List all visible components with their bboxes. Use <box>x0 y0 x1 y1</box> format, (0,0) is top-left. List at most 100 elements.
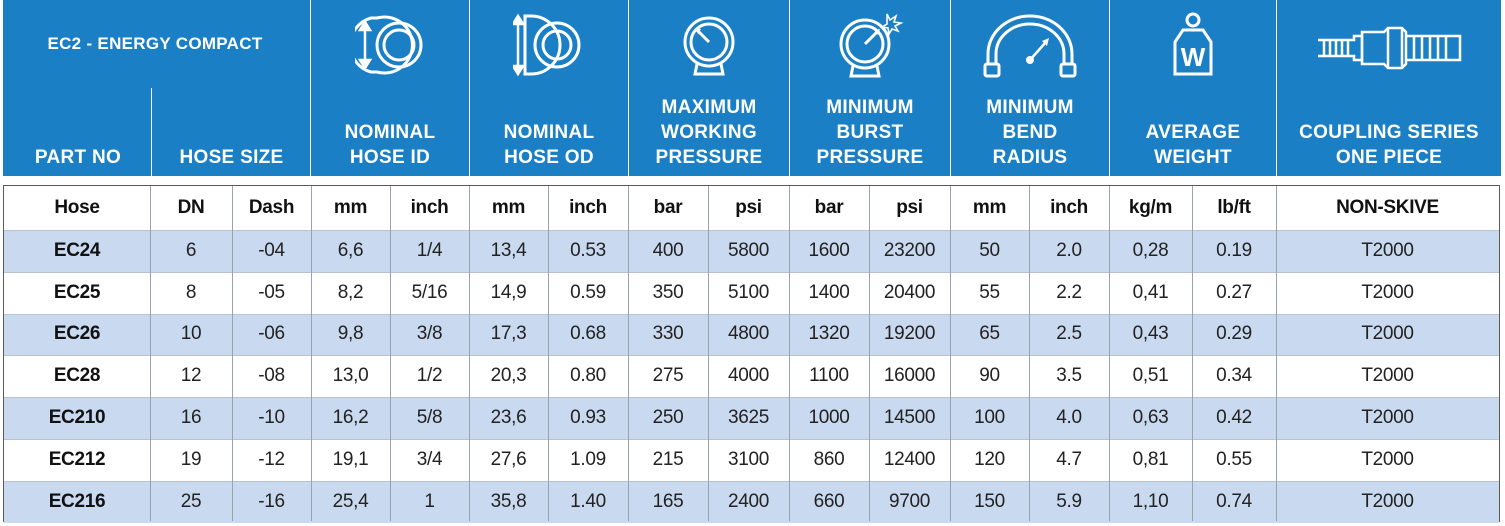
cell-bp-psi: 9700 <box>888 490 931 512</box>
cell-wp-bar: 250 <box>652 407 684 429</box>
cell-wp-bar: 275 <box>652 365 684 387</box>
cell-bp-bar: 1100 <box>809 365 849 387</box>
cell-aw-kgm: 0,63 <box>1132 407 1169 429</box>
cell-dash: -16 <box>258 490 285 512</box>
cell-coupling: T2000 <box>1361 239 1414 261</box>
cell-id-mm: 16,2 <box>332 407 369 429</box>
weight-icon: W <box>1173 12 1213 76</box>
column-divider <box>390 186 391 521</box>
cell-od-inch: 0.80 <box>570 365 606 387</box>
cell-od-inch: 0.53 <box>570 239 606 261</box>
column-divider <box>789 186 790 521</box>
cell-bp-psi: 23200 <box>883 239 936 261</box>
column-divider <box>548 186 549 521</box>
cell-hose: EC25 <box>53 281 101 303</box>
cell-wp-bar: 215 <box>652 448 684 470</box>
cell-od-mm: 17,3 <box>490 323 527 345</box>
unit-bp-psi: psi <box>896 197 923 218</box>
cell-wp-bar: 165 <box>652 490 684 512</box>
column-divider <box>869 186 870 521</box>
cell-bp-psi: 20400 <box>883 281 936 303</box>
cell-br-mm: 100 <box>974 407 1005 429</box>
cell-od-mm: 35,8 <box>490 490 527 512</box>
unit-id-inch: inch <box>410 197 449 218</box>
hose-inner-diameter-icon <box>355 15 423 75</box>
row-divider <box>4 230 1499 231</box>
unit-aw-lbft: lb/ft <box>1217 197 1251 218</box>
cell-wp-psi: 2400 <box>727 490 770 512</box>
cell-od-mm: 20,3 <box>490 365 527 387</box>
cell-id-inch: 1/2 <box>416 365 443 387</box>
header-hose-id: NOMINAL HOSE ID <box>311 0 469 176</box>
col-header-hose-od: NOMINAL HOSE OD <box>503 122 595 168</box>
svg-text:W: W <box>1181 42 1206 72</box>
cell-bp-bar: 1320 <box>808 323 850 345</box>
cell-id-mm: 6,6 <box>337 239 364 261</box>
cell-br-inch: 4.0 <box>1056 407 1082 429</box>
cell-br-mm: 55 <box>979 281 1000 303</box>
cell-dn: 12 <box>180 365 202 387</box>
column-divider <box>469 186 470 521</box>
cell-wp-psi: 3100 <box>727 448 770 470</box>
cell-dash: -12 <box>258 448 285 470</box>
cell-od-mm: 14,9 <box>490 281 527 303</box>
cell-id-mm: 9,8 <box>337 323 364 345</box>
cell-aw-kgm: 0,41 <box>1132 281 1169 303</box>
cell-id-mm: 8,2 <box>337 281 364 303</box>
table-row: EC25 8 -05 8,2 5/16 14,9 0.59 350 5100 1400 20400 5… <box>4 271 1499 314</box>
row-divider <box>4 313 1499 315</box>
cell-dash: -08 <box>258 365 285 387</box>
cell-id-mm: 25,4 <box>332 490 369 512</box>
header-bend-radius: MINIMUM BEND RADIUS <box>951 0 1109 176</box>
cell-id-inch: 3/4 <box>416 448 443 470</box>
cell-id-inch: 5/16 <box>411 281 448 303</box>
cell-coupling: T2000 <box>1361 323 1414 345</box>
cell-wp-bar: 400 <box>652 239 684 261</box>
unit-dn: DN <box>177 197 205 218</box>
cell-aw-lbft: 0.29 <box>1216 323 1252 345</box>
row-divider <box>4 439 1499 440</box>
unit-br-inch: inch <box>1050 197 1088 218</box>
cell-bp-bar: 1400 <box>808 281 850 303</box>
cell-coupling: T2000 <box>1361 281 1414 303</box>
cell-bp-bar: 1600 <box>808 239 850 261</box>
cell-br-inch: 2.5 <box>1056 323 1082 345</box>
col-header-hose-size: HOSE SIZE <box>179 147 284 168</box>
unit-bp-bar: bar <box>814 197 844 218</box>
burst-gauge-icon <box>839 13 904 78</box>
cell-od-mm: 23,6 <box>490 407 527 429</box>
cell-od-mm: 13,4 <box>490 239 527 261</box>
cell-br-inch: 3.5 <box>1056 365 1082 387</box>
col-header-part-no: PART NO <box>34 147 122 168</box>
cell-br-mm: 65 <box>979 323 1000 345</box>
cell-id-inch: 5/8 <box>416 407 443 429</box>
cell-dn: 8 <box>185 281 197 303</box>
unit-coupling: NON-SKIVE <box>1336 197 1439 218</box>
column-divider <box>1276 186 1277 521</box>
cell-od-inch: 0.93 <box>570 407 606 429</box>
cell-aw-lbft: 0.55 <box>1216 448 1252 470</box>
col-header-burst-pressure: MINIMUM BURST PRESSURE <box>816 97 924 168</box>
row-divider <box>4 397 1499 399</box>
cell-wp-bar: 350 <box>652 281 684 303</box>
cell-bp-psi: 12400 <box>883 448 936 470</box>
header-working-pressure: MAXIMUM WORKING PRESSURE <box>629 0 789 176</box>
unit-br-mm: mm <box>972 197 1007 218</box>
cell-id-inch: 3/8 <box>416 323 443 345</box>
cell-id-inch: 1 <box>424 490 435 512</box>
column-divider <box>708 186 709 521</box>
cell-bp-psi: 19200 <box>883 323 936 345</box>
header-hose-od: NOMINAL HOSE OD <box>470 0 628 176</box>
cell-bp-psi: 14500 <box>883 407 936 429</box>
hose-outer-diameter-icon <box>513 13 581 77</box>
cell-aw-kgm: 0,51 <box>1132 365 1169 387</box>
cell-br-inch: 5.9 <box>1056 490 1082 512</box>
table-row: EC26 10 -06 9,8 3/8 17,3 0.68 330 4800 1320 19200 6… <box>4 313 1499 356</box>
pressure-gauge-icon <box>683 16 735 76</box>
cell-dash: -06 <box>258 323 285 345</box>
col-header-coupling-series: COUPLING SERIES ONE PIECE <box>1299 122 1479 168</box>
table-row: EC212 19 -12 19,1 3/4 27,6 1.09 215 3100 860 12400… <box>4 439 1499 481</box>
cell-aw-lbft: 0.74 <box>1216 490 1252 512</box>
cell-coupling: T2000 <box>1361 490 1414 512</box>
